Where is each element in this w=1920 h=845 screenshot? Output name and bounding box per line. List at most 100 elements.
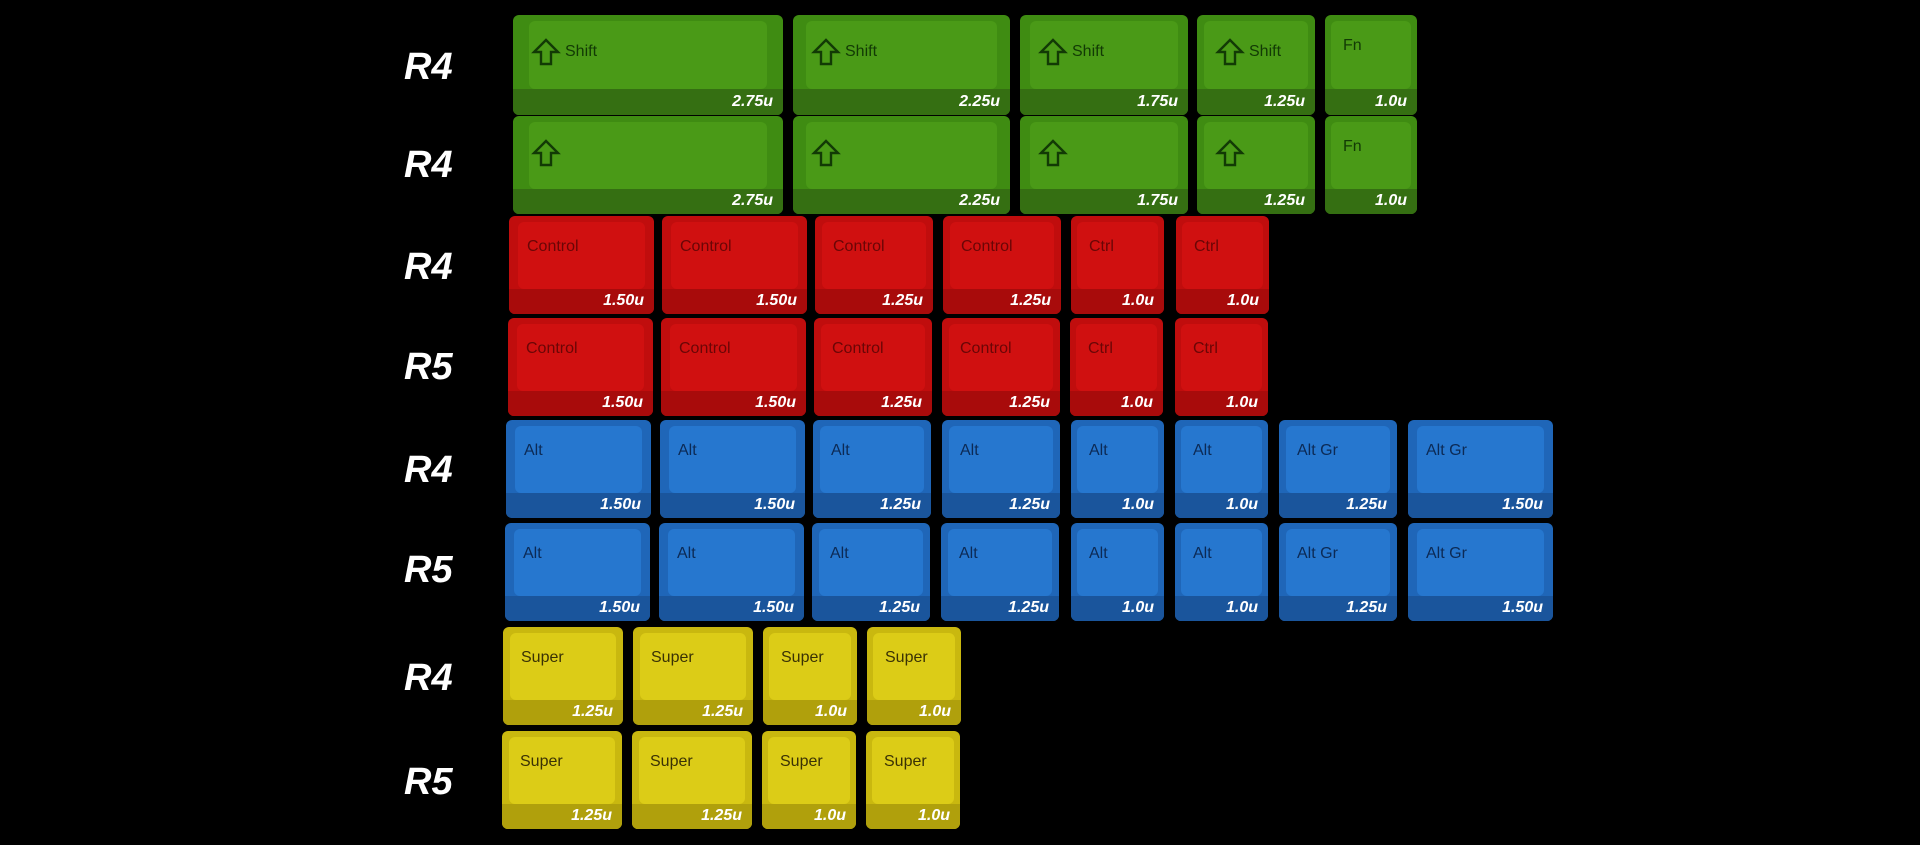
keycap-front-face [942, 492, 1060, 518]
keycap-legend-text: Ctrl [1193, 340, 1218, 357]
keycap-top-face [1416, 425, 1545, 493]
keycap-size-label: 2.25u [959, 93, 1000, 110]
keycap-size-label: 1.50u [754, 496, 795, 513]
keycap-size-label: 1.0u [1225, 394, 1258, 411]
keycap-top-face [1076, 528, 1159, 596]
keycap-front-face [1071, 595, 1164, 621]
keycap-top-face [670, 221, 799, 289]
keycap-top-face [510, 632, 616, 700]
keycap-legend-text: Super [651, 649, 694, 666]
keycap-size-label: 1.25u [1346, 496, 1387, 513]
keycap-legend: Alt Gr [1297, 442, 1338, 460]
keycap-top-face [513, 528, 642, 596]
keycap-legend-text: Alt [524, 442, 543, 459]
keycap-top-face [819, 528, 923, 596]
keycap-top-face [529, 21, 767, 89]
keycap: Alt Gr 1.25u [1279, 420, 1397, 518]
keycap-legend-text: Alt [831, 442, 850, 459]
keycap-front-face [1197, 89, 1315, 115]
keycap-size-label: 1.25u [880, 496, 921, 513]
keycap-legend-text: Super [885, 649, 928, 666]
keycap-size-label: 1.0u [1121, 496, 1154, 513]
keycap-top-face [1075, 323, 1158, 391]
keycap-legend-text: Control [832, 340, 884, 357]
keycap-front-face [1279, 492, 1397, 518]
keycap-size-label: 1.25u [1264, 93, 1305, 110]
keycap-top-face [516, 323, 645, 391]
keycap-legend: Fn [1343, 37, 1362, 55]
keycap-legend [531, 138, 565, 168]
keycap-front-face [1279, 595, 1397, 621]
keycap-top-face [669, 323, 798, 391]
keycap-front-face [763, 699, 857, 725]
keycap-size-label: 1.0u [1225, 496, 1258, 513]
keycap-legend-text: Alt [677, 545, 696, 562]
keycap-top-face [514, 425, 643, 493]
keycap-size-label: 1.25u [1009, 496, 1050, 513]
keycap-top-face [639, 736, 745, 804]
keycap: Super 1.0u [867, 627, 961, 725]
keycap: Alt Gr 1.50u [1408, 523, 1553, 621]
keycap-legend-text: Super [884, 753, 927, 770]
keycap: 2.25u [793, 116, 1010, 214]
keycap-size-label: 1.0u [917, 807, 950, 824]
keycap: Super 1.25u [633, 627, 753, 725]
keycap-legend-text: Alt [959, 545, 978, 562]
keycap-legend-text: Alt Gr [1426, 545, 1467, 562]
keycap-size-label: 1.25u [1346, 599, 1387, 616]
keycap-legend: Super [780, 753, 823, 771]
keycap-size-label: 1.50u [1502, 599, 1543, 616]
keycap-legend-text: Super [520, 753, 563, 770]
keycap-top-face [822, 221, 926, 289]
keycap-size-label: 1.75u [1137, 93, 1178, 110]
shift-arrow-icon [1038, 139, 1068, 167]
keycap-top-face [948, 528, 1052, 596]
keycap-legend: Alt [524, 442, 543, 460]
keycap: Alt 1.50u [659, 523, 804, 621]
keycap: Ctrl 1.0u [1070, 318, 1163, 416]
keycap-legend: Alt Gr [1426, 442, 1467, 460]
keycap-legend: Control [832, 340, 884, 358]
keycap: Alt 1.25u [942, 420, 1060, 518]
keycap-legend [811, 138, 845, 168]
keycap-legend: Control [961, 238, 1013, 256]
keycap-front-face [508, 390, 653, 416]
keycap-top-face [517, 221, 646, 289]
keycap-front-face [1325, 188, 1417, 214]
keycap-front-face [1197, 188, 1315, 214]
keycap-top-face [1286, 528, 1390, 596]
row-label: R5 [404, 761, 453, 803]
keycap-legend: Super [650, 753, 693, 771]
keycap-front-face [1175, 390, 1268, 416]
keycap-front-face [513, 188, 783, 214]
keycap-size-label: 1.0u [1374, 93, 1407, 110]
shift-arrow-icon [531, 139, 561, 167]
shift-arrow-icon [1215, 38, 1245, 66]
keycap-front-face [866, 803, 960, 829]
keycap-size-label: 1.0u [1225, 599, 1258, 616]
keycap-front-face [812, 595, 930, 621]
keycap-front-face [1325, 89, 1417, 115]
keycap: Shift 2.25u [793, 15, 1010, 115]
keycap-legend: Alt [523, 545, 542, 563]
keycap: Control 1.50u [508, 318, 653, 416]
shift-arrow-icon [1215, 139, 1245, 167]
keycap-front-face [502, 803, 622, 829]
keycap-legend: Ctrl [1193, 340, 1218, 358]
keycap-legend: Alt [1193, 545, 1212, 563]
keycap-legend: Super [521, 649, 564, 667]
keycap-legend-text: Alt [678, 442, 697, 459]
keycap: Fn 1.0u [1325, 116, 1417, 214]
keycap-top-face [529, 121, 767, 189]
keycap-legend: Super [520, 753, 563, 771]
keycap: Control 1.25u [814, 318, 932, 416]
keycap-legend: Alt Gr [1297, 545, 1338, 563]
keycap: Super 1.0u [762, 731, 856, 829]
keycap-top-face [1030, 21, 1178, 89]
keycap-front-face [1071, 288, 1164, 314]
keycap-legend: Shift [531, 37, 597, 67]
keycap-legend-text: Alt [523, 545, 542, 562]
keycap-legend-text: Alt [1193, 442, 1212, 459]
keycap-top-face [820, 425, 924, 493]
row-label: R4 [404, 246, 453, 288]
